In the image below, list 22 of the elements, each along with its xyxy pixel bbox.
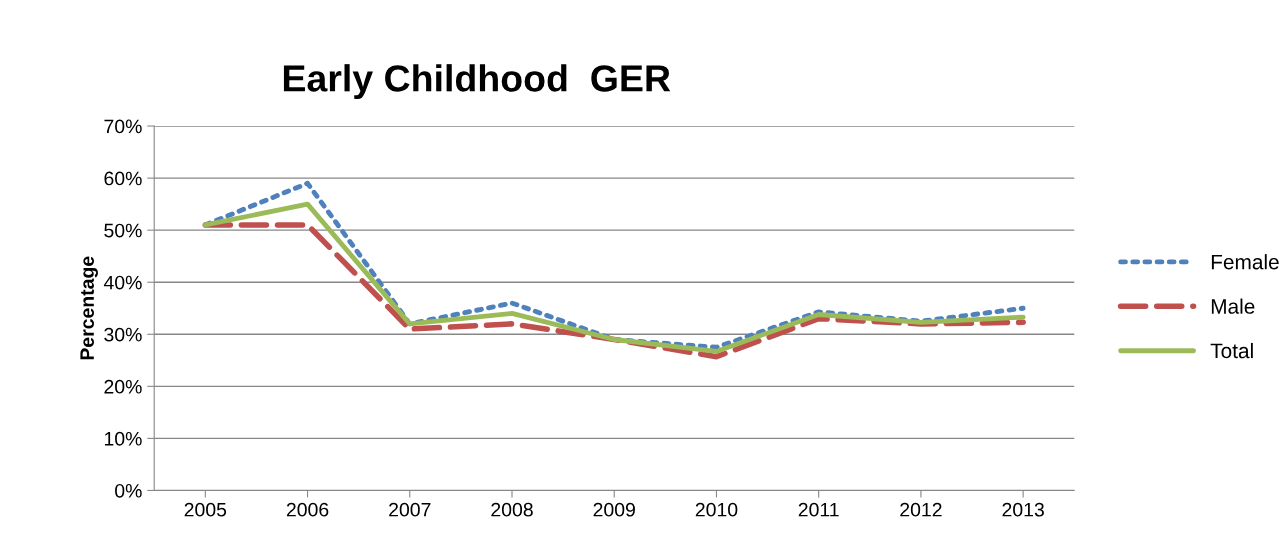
x-tick-label: 2009 xyxy=(593,502,635,517)
x-tick-label: 2012 xyxy=(900,502,942,517)
y-tick-label: 20% xyxy=(104,379,142,394)
y-tick-label: 50% xyxy=(104,223,142,238)
y-tick-label: 0% xyxy=(115,483,142,498)
x-tick-label: 2010 xyxy=(695,502,738,517)
y-tick-label: 30% xyxy=(104,327,142,342)
y-tick-label: 60% xyxy=(104,171,142,186)
legend-label: Female xyxy=(1211,254,1279,270)
x-tick-label: 2005 xyxy=(184,502,227,517)
x-tick-label: 2011 xyxy=(798,502,839,517)
x-tick-label: 2007 xyxy=(389,502,431,517)
x-tick-label: 2013 xyxy=(1002,502,1044,517)
chart-title: Early Childhood GER xyxy=(283,64,671,100)
legend-label: Total xyxy=(1210,342,1253,359)
y-tick-label: 40% xyxy=(103,275,142,290)
x-tick-label: 2006 xyxy=(286,502,329,517)
y-axis-title: Percentage xyxy=(80,256,98,360)
y-tick-label: 10% xyxy=(104,431,142,446)
y-tick-label: 70% xyxy=(104,119,142,134)
x-tick-label: 2008 xyxy=(491,502,533,517)
legend-label: Male xyxy=(1211,298,1255,314)
